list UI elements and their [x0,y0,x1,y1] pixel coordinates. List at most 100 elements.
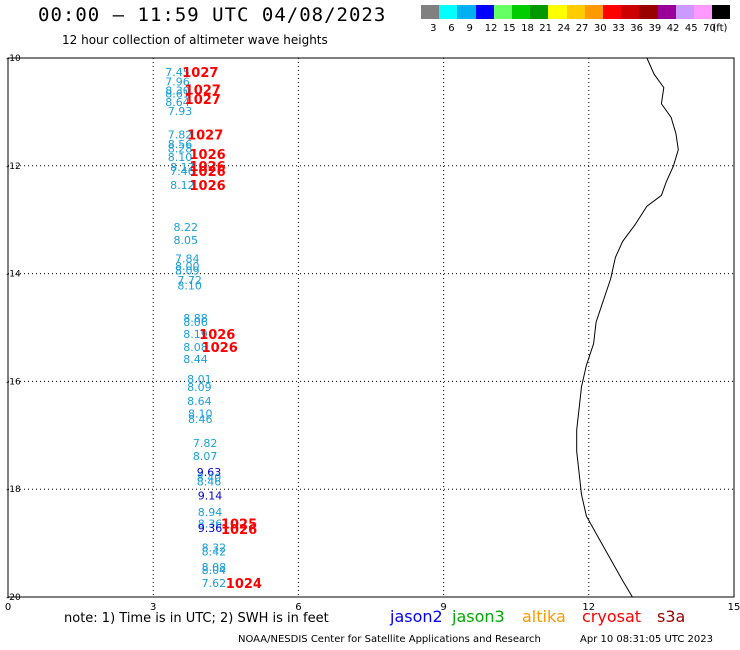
legend-label: 45 [684,23,698,34]
swh-label: 8.10 [188,408,213,421]
swh-label: 8.56 [168,138,193,151]
legend-swatch [712,5,731,19]
pressure-label: 1026 [190,179,226,194]
legend-swatch [657,5,676,19]
lat-tick-label: -20 [6,593,21,603]
lat-tick-label: -12 [6,162,21,172]
legend-label: 3 [430,23,437,34]
swh-label: 8.22 [174,221,199,234]
lon-tick-label: 9 [440,602,446,610]
legend-label: 33 [612,23,625,34]
satellite-jason2: jason2 [390,607,443,626]
legend-swatch [530,5,549,19]
legend-swatch [475,5,494,19]
coastline [576,57,679,598]
legend-swatch [584,5,603,19]
legend-swatch [694,5,713,19]
legend-swatch [566,5,585,19]
pressure-label: 1027 [185,93,221,108]
altimeter-map: 0 3 6 9 12 15-10-12-14-16-18-207.457.968.308.… [5,54,740,610]
pressure-label: 1025 [221,518,257,533]
swh-label: 8.09 [187,381,212,394]
legend-label: 70 [703,23,716,34]
map-frame [7,57,735,598]
swh-label: 8.46 [197,476,222,489]
pressure-label: 1027 [187,129,223,144]
legend-unit: (ft) [712,23,728,34]
legend-label: 39 [648,23,662,34]
satellite-s3a: s3a [657,607,686,626]
swh-label: 8.36 [198,518,223,531]
swh-label: 8.64 [187,395,212,408]
swh-label: 8.10 [168,151,193,164]
swh-label: 9.36 [198,522,223,535]
lat-tick-label: -16 [6,377,21,387]
lat-tick-label: -10 [6,54,21,64]
pressure-label: 1026 [202,341,238,356]
satellite-jason3: jason3 [452,607,505,626]
swh-label: 8.12 [170,179,195,192]
legend-swatch [493,5,512,19]
legend-label: 9 [466,23,473,34]
legend-label: 42 [666,23,680,34]
legend-swatch [421,5,440,19]
lon-tick-label: 6 [295,602,301,610]
legend-label: 24 [557,23,571,34]
swh-label: 8.06 [183,316,208,329]
satellite-cryosat: cryosat [582,607,642,626]
legend-label: 21 [539,23,553,34]
swh-label: 8.17 [170,161,195,174]
pressure-label: 1024 [226,577,262,592]
map-subtitle: 12 hour collection of altimeter wave hei… [62,33,328,47]
legend-swatch [512,5,531,19]
legend-label: 15 [502,23,516,34]
swh-label: 7.82 [193,437,218,450]
swh-label: 8.46 [188,413,213,426]
satellite-altika: altika [522,607,566,626]
swh-label: 8.88 [183,312,208,325]
legend-label: 30 [593,23,607,34]
swh-label: 8.05 [174,234,199,247]
swh-label: 7.84 [175,253,200,266]
timestamp-text: Apr 10 08:31:05 UTC 2023 [580,634,713,645]
pressure-label: 1026 [190,165,226,180]
lon-tick-label: 12 [582,602,595,610]
swh-label: 8.01 [187,373,212,386]
swh-label: 8.08 [183,341,208,354]
lon-tick-label: 0 [5,602,11,610]
pressure-label: 1027 [185,83,221,98]
swh-label: 7.46 [170,165,195,178]
legend-label: 36 [630,23,644,34]
map-title: 00:00 – 11:59 UTC 04/08/2023 [38,4,387,26]
legend-swatch [603,5,622,19]
credit-text: NOAA/NESDIS Center for Satellite Applica… [238,634,541,645]
swh-label: 8.07 [193,450,218,463]
legend-swatch [621,5,640,19]
legend-swatch [548,5,567,19]
pressure-label: 1027 [182,66,218,81]
swh-label: 7.72 [177,274,202,287]
lat-tick-label: -18 [6,485,21,495]
swh-label: 7.45 [165,66,190,79]
pressure-label: 1026 [221,523,257,538]
swh-label: 7.96 [165,76,190,89]
swh-label: 8.19 [183,328,208,341]
lat-tick-label: -14 [6,270,21,280]
legend-label: 27 [575,23,589,34]
legend-label: 18 [521,23,534,34]
swh-label: 8.40 [197,471,222,484]
legend-label: 6 [448,23,455,34]
legend-label: 12 [484,23,498,34]
footer-note: note: 1) Time is in UTC; 2) SWH is in fe… [64,611,329,626]
swh-label: 8.42 [202,546,227,559]
swh-label: 9.14 [198,490,223,503]
legend-swatch [457,5,476,19]
swh-label: 8.10 [177,279,202,292]
swh-label: 8.28 [168,143,193,156]
legend-swatch [439,5,458,19]
lon-tick-label: 3 [150,602,156,610]
swh-label: 8.09 [175,264,200,277]
swh-label: 8.30 [165,84,190,97]
pressure-label: 1026 [190,148,226,163]
swh-label: 8.32 [202,541,227,554]
